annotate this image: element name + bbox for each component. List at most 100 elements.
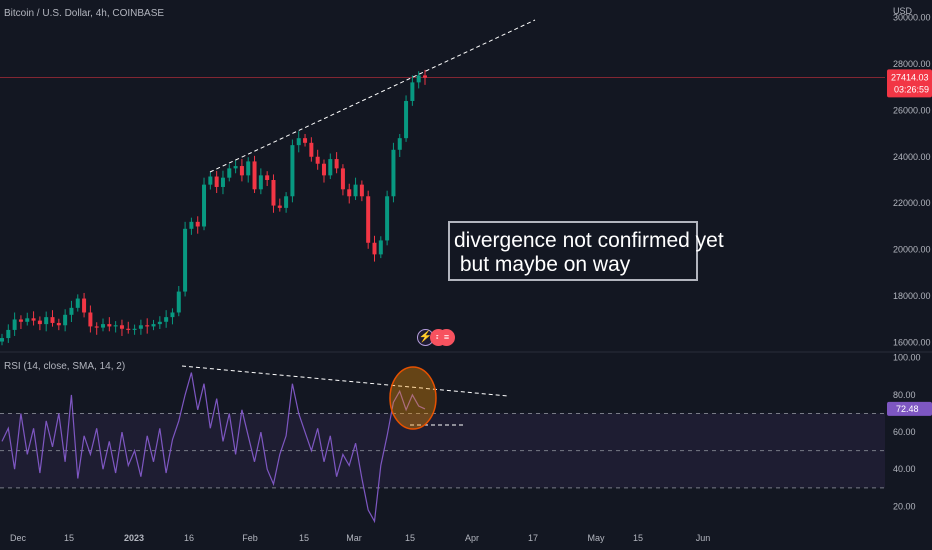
candle-body	[50, 317, 55, 323]
rsi-tick-label: 60.00	[893, 427, 916, 437]
candle-body	[88, 312, 93, 327]
rsi-line-layer	[1, 372, 426, 524]
candle-body	[227, 168, 232, 178]
x-tick-label: 15	[299, 533, 309, 543]
highlight-circle	[389, 366, 437, 430]
candle-body	[0, 338, 4, 342]
candle-body	[183, 228, 188, 292]
price-tick-label: 20000.00	[893, 245, 931, 255]
candle-body	[378, 240, 383, 255]
candle-body	[277, 205, 282, 208]
note-line-1: divergence not confirmed yet	[454, 229, 724, 252]
note-line-2: but maybe on way	[454, 253, 631, 276]
candle-body	[359, 184, 364, 197]
candle-body	[258, 175, 263, 190]
rsi-band	[0, 412, 885, 489]
price-trendline	[209, 19, 536, 173]
rsi-series-line	[1, 372, 426, 524]
candle-body	[189, 221, 194, 229]
candle-body	[404, 100, 409, 139]
x-tick-label: 2023	[124, 533, 144, 543]
candle-body	[391, 149, 396, 197]
price-candles	[0, 69, 427, 346]
x-tick-label: 15	[64, 533, 74, 543]
candle-body	[31, 318, 36, 321]
candle-body	[321, 163, 326, 176]
rsi-trendline	[181, 365, 509, 430]
candle-body	[145, 325, 150, 327]
price-tick-label: 16000.00	[893, 338, 931, 348]
candle-body	[347, 189, 352, 197]
candle-body	[366, 196, 371, 243]
candle-body	[214, 176, 219, 187]
chart-title: Bitcoin / U.S. Dollar, 4h, COINBASE	[4, 8, 164, 19]
candle-body	[82, 298, 87, 313]
candle-body	[397, 138, 402, 150]
candle-body	[56, 322, 61, 326]
candle-body	[340, 168, 345, 190]
candle-body	[37, 320, 42, 325]
price-tick-label: 30000.00	[893, 12, 931, 22]
price-tag-value: 27414.03	[891, 72, 929, 82]
candle-body	[416, 75, 421, 83]
candle-body	[315, 156, 320, 164]
lightning-icon[interactable]: ⚡	[417, 329, 434, 346]
candle-body	[290, 145, 295, 197]
candle-body	[12, 319, 17, 330]
candle-body	[101, 324, 106, 328]
candle-body	[372, 242, 377, 255]
x-tick-label: Mar	[346, 533, 362, 543]
rsi-tick-label: 100.00	[893, 353, 921, 363]
candle-body	[271, 180, 276, 206]
rsi-tag	[887, 401, 932, 416]
rsi-tick-label: 40.00	[893, 464, 916, 474]
candle-body	[309, 142, 314, 157]
currency-label: USD	[893, 6, 913, 16]
us-flag-icon-2[interactable]: ≡	[438, 329, 455, 346]
price-grid	[0, 77, 932, 353]
candle-body	[208, 176, 213, 185]
rsi-tick-label: 20.00	[893, 501, 916, 511]
rsi-tick-label: 80.00	[893, 390, 916, 400]
rsi-tag-value: 72.48	[896, 404, 919, 414]
candle-body	[164, 317, 169, 322]
candle-body	[69, 307, 74, 315]
x-tick-label: 15	[633, 533, 643, 543]
candle-body	[157, 321, 162, 325]
price-tick-label: 22000.00	[893, 198, 931, 208]
candle-body	[18, 319, 23, 322]
x-tick-label: 17	[528, 533, 538, 543]
candle-body	[334, 159, 339, 169]
rsi-title: RSI (14, close, SMA, 14, 2)	[4, 361, 125, 372]
candle-body	[353, 184, 358, 197]
candle-body	[423, 75, 427, 78]
price-tag-countdown: 03:26:59	[894, 84, 929, 94]
candle-body	[303, 138, 308, 143]
candle-body	[195, 221, 200, 227]
price-tick-label: 24000.00	[893, 152, 931, 162]
candle-body	[246, 161, 251, 176]
candle-body	[220, 177, 225, 187]
candle-body	[63, 314, 68, 326]
price-tick-label: 18000.00	[893, 291, 931, 301]
candle-body	[6, 329, 11, 339]
candle-body	[265, 175, 270, 180]
candle-body	[176, 291, 181, 313]
candle-body	[44, 317, 49, 325]
candle-body	[151, 324, 156, 327]
price-tick-label: 26000.00	[893, 105, 931, 115]
candle-body	[25, 318, 30, 322]
x-tick-label: Apr	[465, 533, 479, 543]
candle-body	[126, 328, 131, 330]
candle-body	[385, 196, 390, 241]
x-tick-label: 16	[184, 533, 194, 543]
candle-body	[252, 161, 257, 190]
x-tick-label: Dec	[10, 533, 27, 543]
rsi-divergence-trendline	[181, 365, 509, 397]
candle-body	[410, 82, 415, 101]
price-tag	[887, 69, 932, 98]
candle-body	[94, 326, 99, 328]
candle-body	[284, 196, 289, 208]
x-tick-label: 15	[405, 533, 415, 543]
